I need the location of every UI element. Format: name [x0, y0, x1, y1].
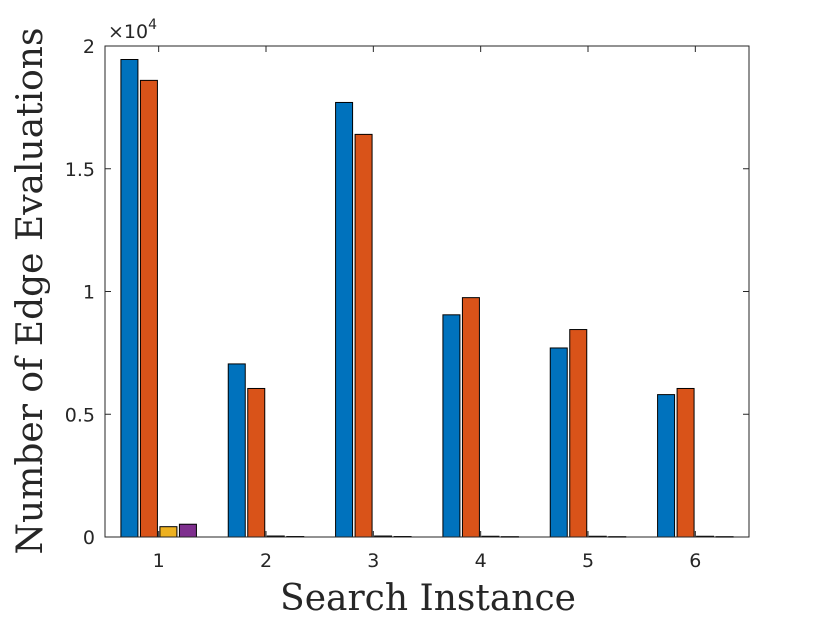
y-axis-title: Number of Edge Evaluations [10, 28, 51, 555]
bar-series-2-instance-3 [354, 133, 373, 538]
bar-series-2-instance-6 [676, 387, 695, 538]
bar-series-1-instance-1 [120, 59, 139, 538]
bar-series-2-instance-4 [461, 297, 480, 538]
x-axis-title: Search Instance [280, 578, 576, 619]
y-tick-label: 0.5 [65, 404, 95, 426]
bar-series-1-instance-5 [549, 347, 568, 538]
bar-series-1-instance-6 [657, 394, 676, 538]
x-tick-label: 3 [367, 550, 379, 572]
y-multiplier-label: ×104 [108, 17, 157, 43]
y-axis-ticks: 0 0.5 1 1.5 2 [65, 36, 749, 549]
bar-series-1-instance-4 [442, 314, 461, 538]
bar-series-2-instance-2 [247, 387, 266, 538]
bar-series-3-instance-1 [159, 526, 178, 538]
x-tick-label: 4 [475, 550, 487, 572]
bar-series-2-instance-5 [569, 329, 588, 538]
x-tick-label: 1 [153, 550, 165, 572]
y-tick-label: 2 [83, 36, 95, 58]
x-tick-label: 2 [260, 550, 272, 572]
bar-series-1-instance-2 [227, 363, 246, 538]
bar-series-1-instance-3 [335, 101, 354, 538]
x-tick-label: 5 [582, 550, 594, 572]
y-multiplier-exponent: 4 [148, 17, 157, 33]
x-axis-ticks: 1 2 3 4 5 6 [153, 46, 701, 572]
x-tick-label: 6 [689, 550, 701, 572]
y-tick-label: 1 [83, 282, 95, 304]
y-tick-label: 0 [83, 527, 95, 549]
y-tick-label: 1.5 [65, 159, 95, 181]
bar-series-2-instance-1 [139, 79, 158, 538]
bar-series-4-instance-1 [178, 523, 197, 538]
plot-background [105, 46, 749, 537]
